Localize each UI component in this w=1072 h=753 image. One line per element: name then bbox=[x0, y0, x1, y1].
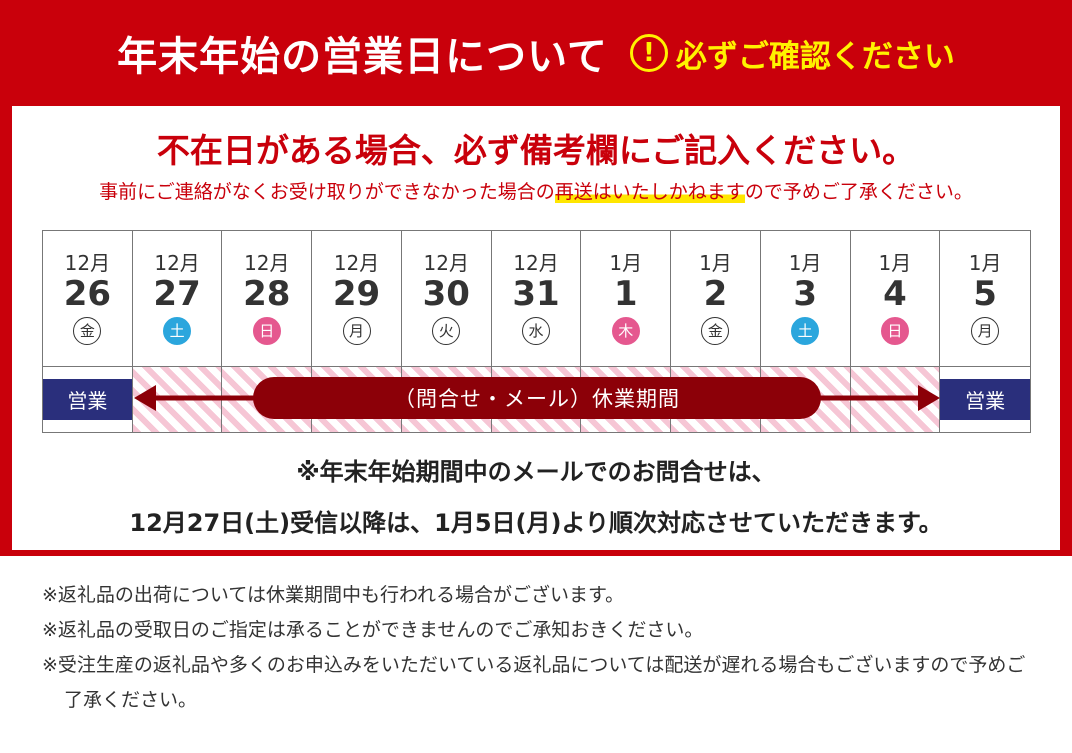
calendar-day: 1月 2 金 bbox=[671, 231, 761, 366]
day-number: 28 bbox=[243, 274, 291, 314]
day-month: 1月 bbox=[968, 251, 1002, 275]
weekday-badge: 金 bbox=[701, 317, 730, 345]
weekday-badge: 土 bbox=[163, 317, 192, 345]
day-number: 2 bbox=[703, 274, 728, 314]
header: 年末年始の営業日について ! 必ずご確認ください bbox=[0, 0, 1072, 106]
day-number: 1 bbox=[613, 274, 638, 314]
warning-text: 必ずご確認ください bbox=[675, 38, 955, 75]
weekday-badge: 木 bbox=[611, 317, 640, 345]
redelivery-notice: 事前にご連絡がなくお受け取りができなかった場合の再送はいたしかねますので予めご了… bbox=[0, 177, 1072, 204]
day-month: 1月 bbox=[878, 251, 912, 275]
business-day-cell: 営業 bbox=[940, 366, 1030, 432]
header-title: 年末年始の営業日について bbox=[117, 34, 608, 80]
mail-note-line1: ※年末年始期間中のメールでのお問合せは、 bbox=[296, 458, 776, 486]
footnotes: ※返礼品の出荷については休業期間中も行われる場合がございます。 ※返礼品の受取日… bbox=[42, 578, 1042, 718]
weekday-badge: 水 bbox=[521, 317, 550, 345]
redelivery-text-b: ので予めご了承ください。 bbox=[744, 181, 973, 203]
weekday-badge: 土 bbox=[791, 317, 820, 345]
calendar-day: 12月 30 火 bbox=[402, 231, 492, 366]
weekday-badge: 月 bbox=[971, 317, 1000, 345]
day-number: 26 bbox=[63, 274, 112, 314]
calendar-day: 12月 31 水 bbox=[492, 231, 582, 366]
calendar-day: 1月 3 土 bbox=[761, 231, 851, 366]
footnote: ※返礼品の出荷については休業期間中も行われる場合がございます。 bbox=[42, 584, 625, 606]
mail-note-line2: 12月27日(土)受信以降は、1月5日(月)より順次対応させていただきます。 bbox=[129, 509, 943, 537]
footnote: ※受注生産の返礼品や多くのお申込みをいただいている返礼品については配送が遅れる場… bbox=[42, 654, 1026, 711]
day-number: 4 bbox=[883, 274, 907, 314]
day-month: 1月 bbox=[788, 251, 822, 275]
weekday-badge: 月 bbox=[342, 317, 371, 345]
weekday-badge: 火 bbox=[432, 317, 461, 345]
closed-period-label: （問合せ・メール）休業期間 bbox=[253, 377, 821, 419]
absence-notice: 不在日がある場合、必ず備考欄にご記入ください。 bbox=[156, 131, 916, 170]
calendar-day: 1月 5 月 bbox=[940, 231, 1030, 366]
open-label: 営業 bbox=[940, 379, 1030, 420]
day-month: 12月 bbox=[333, 251, 380, 275]
business-day-cell: 営業 bbox=[43, 366, 133, 432]
weekday-badge: 金 bbox=[73, 317, 102, 345]
calendar-day: 12月 28 日 bbox=[222, 231, 313, 366]
day-month: 12月 bbox=[513, 251, 559, 275]
weekday-badge: 日 bbox=[880, 317, 909, 345]
footnote: ※返礼品の受取日のご指定は承ることができませんのでご承知おきください。 bbox=[42, 619, 704, 641]
day-number: 27 bbox=[153, 274, 201, 314]
open-label: 営業 bbox=[43, 379, 132, 420]
exclamation-circle-icon: ! bbox=[629, 34, 668, 72]
warning: ! 必ずご確認ください bbox=[629, 31, 955, 76]
redelivery-highlight: 再送はいたしかねます bbox=[554, 181, 745, 203]
day-month: 12月 bbox=[423, 251, 469, 275]
day-number: 5 bbox=[973, 274, 997, 314]
day-number: 31 bbox=[512, 274, 560, 314]
day-number: 29 bbox=[332, 274, 381, 314]
day-month: 12月 bbox=[154, 251, 200, 275]
day-month: 1月 bbox=[699, 251, 732, 275]
day-month: 1月 bbox=[609, 251, 643, 275]
calendar-day: 12月 27 土 bbox=[133, 231, 223, 366]
day-month: 12月 bbox=[244, 251, 290, 275]
weekday-badge: 日 bbox=[252, 317, 281, 345]
calendar-day: 12月 26 金 bbox=[43, 231, 133, 366]
day-month: 12月 bbox=[64, 251, 111, 275]
calendar-day: 1月 4 日 bbox=[851, 231, 941, 366]
day-number: 3 bbox=[793, 274, 817, 314]
day-number: 30 bbox=[422, 274, 470, 314]
calendar-day: 12月 29 月 bbox=[312, 231, 402, 366]
calendar-day: 1月 1 木 bbox=[581, 231, 672, 366]
redelivery-text-a: 事前にご連絡がなくお受け取りができなかった場合の bbox=[99, 181, 555, 203]
